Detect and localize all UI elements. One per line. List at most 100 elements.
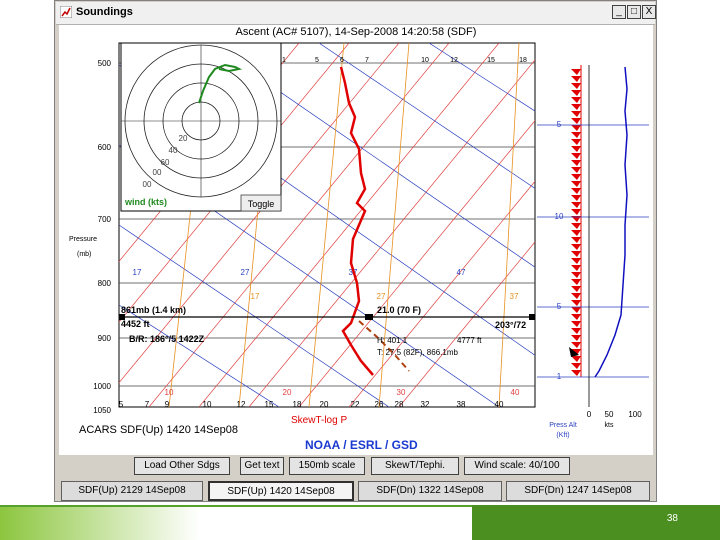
wind-barb-flag: [571, 230, 581, 236]
chart-title: Ascent (AC# 5107), 14-Sep-2008 14:20:58 …: [236, 26, 477, 38]
adiabat-label: 47: [457, 268, 466, 277]
temperature-profile: [339, 66, 374, 376]
adiabat-label: 27: [241, 268, 250, 277]
wind-barb-flag: [571, 300, 581, 306]
sounding-tabs: SDF(Up) 2129 14Sep08 SDF(Up) 1420 14Sep0…: [55, 481, 656, 503]
wind-barb-flag: [571, 160, 581, 166]
tab-sdf-up-1420[interactable]: SDF(Up) 1420 14Sep08: [208, 481, 354, 501]
cursor-height-label: 4452 ft: [121, 319, 150, 329]
pressure-axis-label: Pressure: [69, 236, 97, 243]
150mb-scale-button[interactable]: 150mb scale: [289, 457, 365, 475]
bottom-temp-tick: 26: [375, 400, 384, 409]
source-label: ACARS SDF(Up) 1420 14Sep08: [79, 424, 238, 436]
wind-scale-button[interactable]: Wind scale: 40/100: [464, 457, 570, 475]
footer-left-band: [0, 505, 472, 540]
cursor-wind-label: B/R: 186°/5 1422Z: [129, 334, 205, 344]
get-text-button[interactable]: Get text: [240, 457, 284, 475]
bottom-temp-tick: 10: [203, 400, 212, 409]
wind-barb-flag: [571, 111, 581, 117]
wind-barb-flag: [571, 342, 581, 348]
press-alt-unit: (Kft): [556, 432, 569, 439]
cursor-pressure-label: 861mb (1.4 km): [121, 305, 186, 315]
altitude-tick: 5: [557, 120, 562, 129]
hodograph-ring-label: 00: [143, 180, 152, 189]
wind-barb-flag: [571, 279, 581, 285]
parcel-height-label: 4777 ft: [457, 336, 482, 345]
slide-footer: 38: [0, 505, 720, 540]
speed-axis-unit: kts: [605, 422, 614, 429]
bottom-temp-tick: 28: [395, 400, 404, 409]
wind-barb-flag: [571, 118, 581, 124]
altitude-tick: 10: [555, 212, 564, 221]
toggle-button-label: Toggle: [248, 199, 275, 209]
app-icon: [60, 6, 72, 18]
wind-barb-flag: [571, 139, 581, 145]
wind-barb-flag: [571, 314, 581, 320]
altitude-tick: 1: [557, 372, 562, 381]
wind-speed-profile: [594, 66, 628, 378]
hodograph-trace: [198, 63, 243, 104]
wind-barb-flag: [571, 321, 581, 327]
noaa-label: NOAA / ESRL / GSD: [305, 438, 418, 452]
cursor-temp-label: 21.0 (70 F): [377, 305, 421, 315]
speed-axis-tick: 100: [628, 410, 642, 419]
hodograph[interactable]: 20 40 60 00 00 wind (kts) Toggle: [120, 42, 282, 212]
skewt-tephi-button[interactable]: SkewT/Tephi.: [371, 457, 459, 475]
tab-sdf-dn-1322[interactable]: SDF(Dn) 1322 14Sep08: [358, 481, 502, 501]
wind-barb-flag: [571, 293, 581, 299]
top-temp-tick: 6: [340, 57, 344, 64]
tab-sdf-up-2129[interactable]: SDF(Up) 2129 14Sep08: [61, 481, 203, 501]
mixing-ratio-label: 37: [510, 292, 519, 301]
window-title: Soundings: [76, 6, 133, 18]
sounding-display: Ascent (AC# 5107), 14-Sep-2008 14:20:58 …: [59, 25, 653, 455]
page-number: 38: [666, 513, 678, 524]
wind-barb-highlight: [569, 347, 579, 357]
pressure-tick-label: 500: [98, 59, 112, 68]
wind-barb-flag: [571, 83, 581, 89]
maximize-button[interactable]: □: [627, 5, 641, 19]
wind-barb-flag: [571, 363, 581, 369]
wind-speed-panel: 0 50 100 kts Press Alt (Kft): [549, 65, 642, 439]
bottom-temp-tick: 40: [495, 400, 504, 409]
close-button[interactable]: X: [642, 5, 656, 19]
bottom-temp-tick: 20: [320, 400, 329, 409]
isotherm-label: 30: [397, 388, 406, 397]
title-bar[interactable]: Soundings _ □ X: [56, 2, 656, 25]
parcel-info-label: H: 401 1: [377, 336, 408, 345]
soundings-window: Soundings _ □ X Ascent (AC# 5107), 14-Se…: [54, 0, 657, 502]
toggle-button[interactable]: [240, 194, 282, 212]
top-temp-tick: 18: [519, 57, 527, 64]
wind-barb-flag: [571, 216, 581, 222]
cursor-marker-left: [119, 314, 125, 320]
wind-barb-flag: [571, 349, 581, 355]
wind-barb-flag: [571, 153, 581, 159]
pressure-axis-unit: (mb): [77, 251, 91, 258]
footer-right-band: 38: [472, 505, 720, 540]
load-other-soundings-button[interactable]: Load Other Sdgs: [134, 457, 230, 475]
wind-barb-flag: [571, 188, 581, 194]
wind-barb-flag: [571, 244, 581, 250]
mixing-ratio-label: 27: [377, 292, 386, 301]
action-buttons: Load Other Sdgs Get text 150mb scale Ske…: [55, 457, 656, 479]
bottom-temp-tick: 12: [237, 400, 246, 409]
top-temp-tick: 15: [487, 57, 495, 64]
pressure-tick-label: 1000: [93, 382, 111, 391]
bottom-temp-tick: 9: [165, 400, 170, 409]
altitude-tick: 5: [557, 302, 562, 311]
wind-barb-flag: [571, 104, 581, 110]
wind-barb-flag: [571, 251, 581, 257]
press-alt-label: Press Alt: [549, 422, 577, 429]
mixing-ratio-label: 17: [251, 292, 260, 301]
tab-sdf-dn-1247[interactable]: SDF(Dn) 1247 14Sep08: [506, 481, 650, 501]
wind-barb-flag: [571, 202, 581, 208]
minimize-button[interactable]: _: [612, 5, 626, 19]
wind-barb-flag: [571, 307, 581, 313]
wind-barb-flag: [571, 167, 581, 173]
wind-barb-flag: [571, 69, 581, 75]
pressure-tick-label: 700: [98, 215, 112, 224]
wind-barb-flag: [571, 272, 581, 278]
wind-barb-flag: [571, 181, 581, 187]
wind-barb-flag: [571, 286, 581, 292]
parcel-path: [358, 320, 410, 372]
skewt-chart[interactable]: Ascent (AC# 5107), 14-Sep-2008 14:20:58 …: [59, 25, 653, 455]
